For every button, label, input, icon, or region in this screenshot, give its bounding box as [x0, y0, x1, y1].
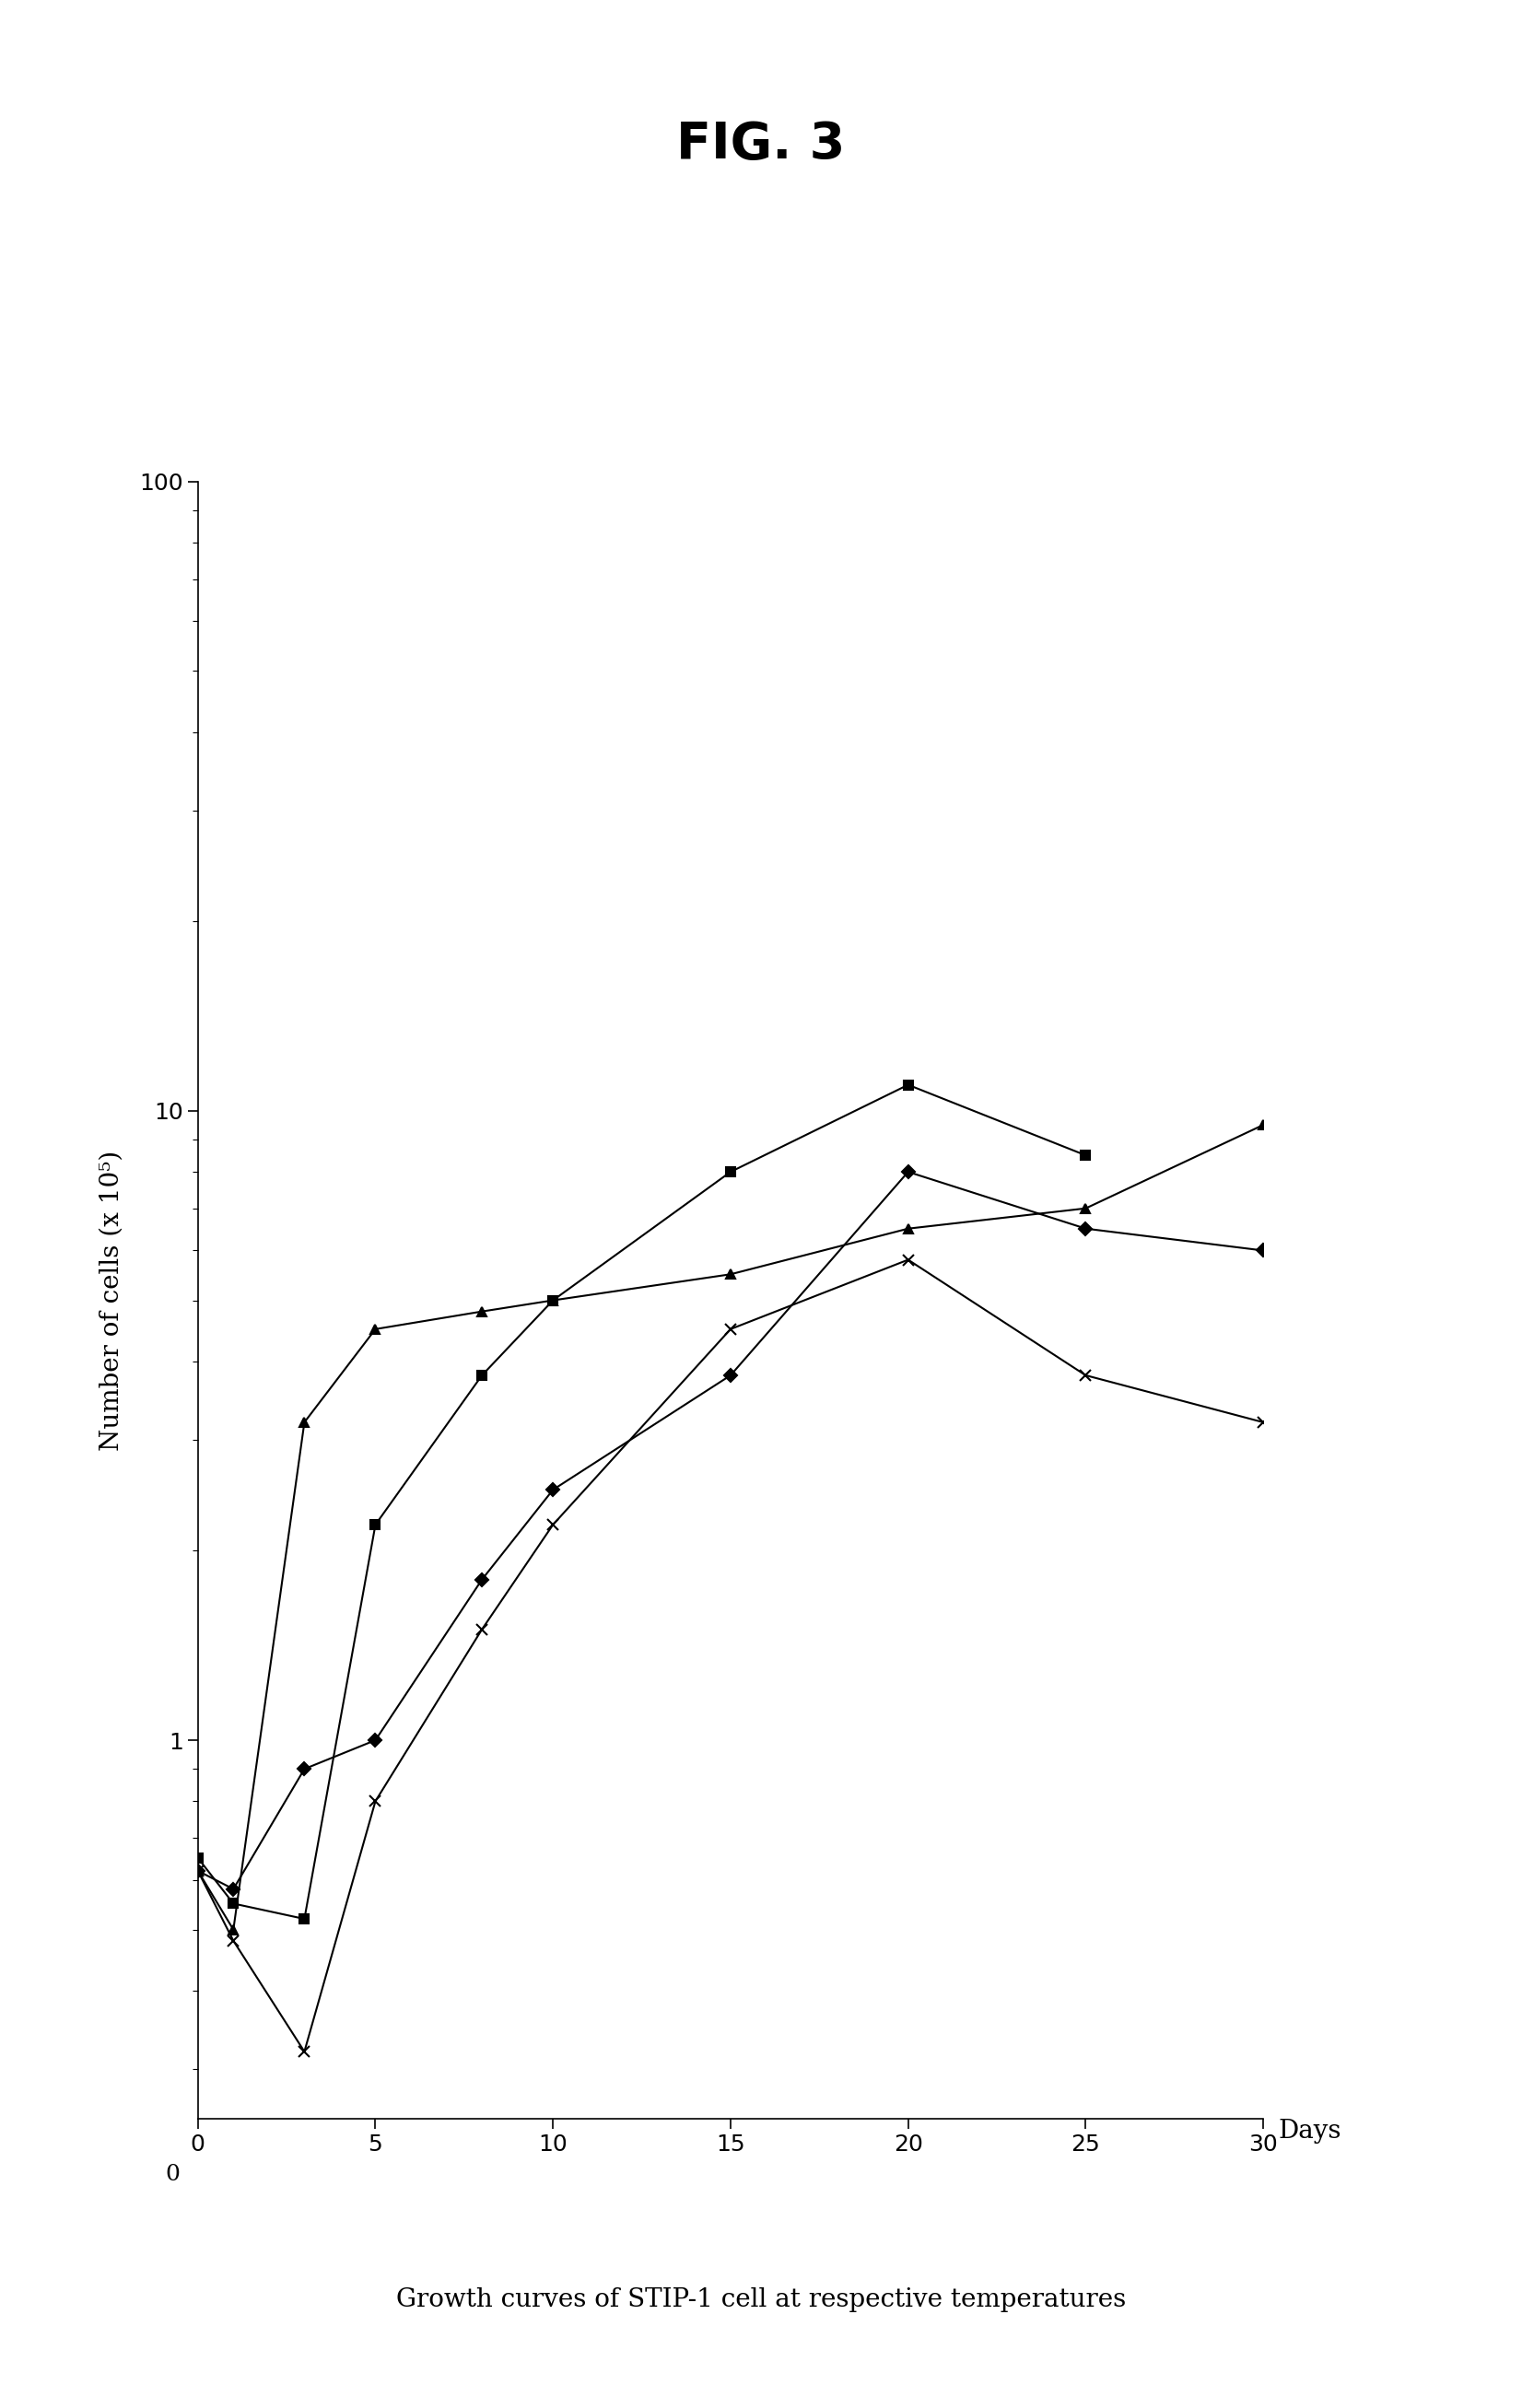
- 32°C: [900, 1245, 918, 1274]
- 30°C: [224, 1914, 242, 1943]
- 20°C: [1076, 1141, 1094, 1170]
- 15°C: [189, 1857, 207, 1885]
- Text: Days: Days: [1278, 2119, 1341, 2143]
- Text: 0: 0: [166, 2162, 180, 2184]
- 30°C: [721, 1259, 740, 1288]
- 30°C: [295, 1409, 314, 1438]
- 30°C: [367, 1315, 385, 1344]
- 30°C: [900, 1214, 918, 1243]
- 15°C: [543, 1476, 562, 1505]
- 15°C: [295, 1755, 314, 1784]
- 32°C: [473, 1616, 492, 1645]
- 20°C: [900, 1072, 918, 1100]
- 32°C: [367, 1787, 385, 1816]
- Text: FIG. 3: FIG. 3: [677, 120, 845, 169]
- 32°C: [189, 1857, 207, 1885]
- 15°C: [224, 1873, 242, 1902]
- 32°C: [295, 2037, 314, 2066]
- 32°C: [543, 1510, 562, 1539]
- Line: 30°C: 30°C: [193, 1120, 1268, 1934]
- 30°C: [473, 1298, 492, 1327]
- 32°C: [1254, 1409, 1272, 1438]
- 15°C: [1076, 1214, 1094, 1243]
- 30°C: [1076, 1194, 1094, 1223]
- 20°C: [189, 1845, 207, 1873]
- 20°C: [224, 1890, 242, 1919]
- 15°C: [900, 1158, 918, 1187]
- 15°C: [473, 1565, 492, 1594]
- 15°C: [367, 1727, 385, 1755]
- Line: 15°C: 15°C: [193, 1168, 1268, 1893]
- 15°C: [721, 1361, 740, 1389]
- 20°C: [295, 1905, 314, 1934]
- 32°C: [721, 1315, 740, 1344]
- Line: 32°C: 32°C: [192, 1255, 1269, 2056]
- Text: Growth curves of STIP-1 cell at respective temperatures: Growth curves of STIP-1 cell at respecti…: [396, 2288, 1126, 2312]
- Legend: 15°C, 20°C, 30°C, 32°C: 15°C, 20°C, 30°C, 32°C: [1519, 1320, 1522, 1544]
- 15°C: [1254, 1235, 1272, 1264]
- 30°C: [543, 1286, 562, 1315]
- 32°C: [224, 1926, 242, 1955]
- 20°C: [367, 1510, 385, 1539]
- Y-axis label: Number of cells (x 10⁵): Number of cells (x 10⁵): [99, 1151, 123, 1450]
- 20°C: [721, 1158, 740, 1187]
- 20°C: [543, 1286, 562, 1315]
- 20°C: [473, 1361, 492, 1389]
- Line: 20°C: 20°C: [193, 1081, 1090, 1924]
- 32°C: [1076, 1361, 1094, 1389]
- 30°C: [1254, 1110, 1272, 1139]
- 30°C: [189, 1857, 207, 1885]
